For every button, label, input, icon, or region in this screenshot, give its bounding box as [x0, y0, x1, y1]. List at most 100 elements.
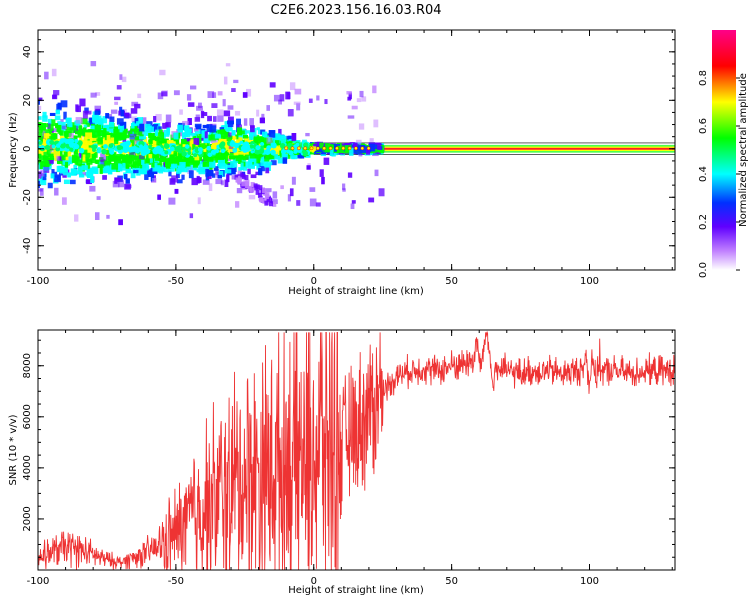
- spectrogram-cell: [54, 187, 59, 196]
- spectrogram-cell: [55, 153, 60, 161]
- spectrogram-cell: [188, 145, 196, 151]
- ridge-marker: [366, 146, 371, 151]
- spectrogram-cell: [192, 144, 196, 150]
- spectrogram-cell: [261, 154, 266, 160]
- spectrogram-cell: [38, 180, 41, 189]
- spectrogram-cell: [40, 169, 45, 177]
- spectrogram-cell: [237, 175, 242, 181]
- spectrogram-cell: [245, 152, 251, 160]
- spectrogram-cell: [74, 214, 79, 222]
- spectrogram-cell: [182, 120, 190, 125]
- spectrogram-cell: [187, 102, 195, 107]
- spectrogram-cell: [200, 136, 205, 141]
- spectrogram-cell: [56, 158, 61, 164]
- spectrogram-cell: [177, 165, 183, 173]
- spectrogram-cell: [183, 154, 190, 163]
- spectrogram-cell: [61, 155, 66, 161]
- spectrogram-cell: [100, 142, 105, 149]
- spectrogram-peak: [218, 142, 225, 149]
- snr-x-tick-label: 100: [580, 576, 599, 587]
- spectrogram-cell: [211, 173, 216, 178]
- spectrogram-peak: [210, 149, 217, 155]
- spectrogram-cell: [296, 103, 301, 111]
- snr-x-tick-label: -50: [168, 576, 184, 587]
- spectrogram-cell: [38, 155, 46, 161]
- spectrogram-x-label: Height of straight line (km): [288, 286, 424, 297]
- spectrogram-cell: [264, 200, 269, 206]
- spectrogram-cell: [186, 129, 192, 136]
- spectrogram-cell: [276, 155, 281, 160]
- spectrogram-cell: [280, 135, 287, 144]
- spectrogram-cell: [218, 137, 224, 144]
- spectrogram-cell: [221, 137, 227, 141]
- spectrogram-cell: [137, 126, 141, 131]
- snr-y-tick-label: 6000: [22, 404, 33, 429]
- spectrogram-cell: [153, 115, 157, 123]
- spectrogram-cell: [202, 124, 209, 129]
- spectrogram-cell: [38, 132, 45, 138]
- spectrogram-x-tick-label: 50: [445, 276, 458, 287]
- spectrogram-peak: [78, 147, 85, 154]
- spectrogram-cell: [226, 174, 230, 183]
- spectrogram-cell: [324, 99, 328, 105]
- spectrogram-cell: [120, 154, 126, 158]
- spectrogram-cell: [88, 117, 95, 126]
- spectrogram-cell: [56, 124, 62, 132]
- spectrogram-cell: [374, 169, 379, 177]
- spectrogram-cell: [243, 118, 248, 126]
- spectrogram-cell: [106, 135, 111, 143]
- spectrogram-cell: [355, 139, 362, 147]
- spectrogram-cell: [361, 96, 367, 102]
- spectrogram-cell: [261, 131, 268, 139]
- spectrogram-cell: [135, 128, 143, 136]
- spectrogram-cell: [80, 117, 88, 125]
- spectrogram-cell: [89, 185, 96, 192]
- spectrogram-cell: [361, 146, 369, 153]
- spectrogram-cell: [82, 110, 88, 119]
- spectrogram-cell: [157, 194, 161, 200]
- spectrogram-peak: [147, 144, 152, 149]
- spectrogram-cell: [224, 169, 232, 174]
- ridge-marker: [347, 146, 352, 151]
- spectrogram-cell: [225, 134, 231, 140]
- spectrogram-cell: [207, 169, 214, 177]
- spectrogram-cell: [180, 156, 187, 164]
- spectrogram-cell: [211, 103, 218, 109]
- spectrogram-cell: [261, 113, 265, 120]
- spectrogram-cell: [236, 118, 241, 126]
- spectrogram-peak: [259, 145, 264, 150]
- spectrogram-cell: [51, 68, 57, 77]
- spectrogram-cell: [203, 155, 209, 161]
- spectrogram-cell: [102, 166, 107, 173]
- spectrogram-cell: [98, 119, 104, 126]
- spectrogram-cell: [273, 94, 281, 102]
- spectrogram-cell: [194, 117, 201, 122]
- spectrogram-cell: [248, 155, 255, 162]
- spectrogram-cell: [133, 126, 138, 133]
- spectrogram-cell: [213, 166, 219, 171]
- spectrogram-cell: [230, 160, 235, 168]
- spectrogram-cell: [250, 182, 255, 188]
- spectrogram-cell: [231, 88, 236, 92]
- spectrogram-peak: [55, 146, 61, 152]
- spectrogram-cell: [244, 175, 249, 181]
- spectrogram-cell: [51, 119, 56, 126]
- spectrogram-cell: [235, 153, 242, 162]
- spectrogram-peak: [206, 145, 212, 151]
- spectrogram-cell: [347, 115, 355, 119]
- spectrogram-cell: [296, 200, 301, 206]
- spectrogram-peak: [266, 145, 272, 151]
- spectrogram-cell: [183, 159, 190, 167]
- spectrogram-cell: [216, 171, 221, 178]
- spectrogram-cell: [218, 131, 223, 137]
- spectrogram-cell: [336, 145, 344, 154]
- spectrogram-cell: [224, 121, 228, 128]
- ridge-marker: [303, 146, 308, 151]
- spectrogram-y-label: Frequency (Hz): [8, 112, 19, 188]
- spectrogram-cell: [277, 157, 285, 164]
- spectrogram-cell: [217, 91, 223, 96]
- spectrogram-cell: [42, 115, 48, 122]
- spectrogram-cell: [105, 149, 112, 155]
- spectrogram-cell: [134, 118, 139, 124]
- spectrogram-cell: [63, 170, 68, 176]
